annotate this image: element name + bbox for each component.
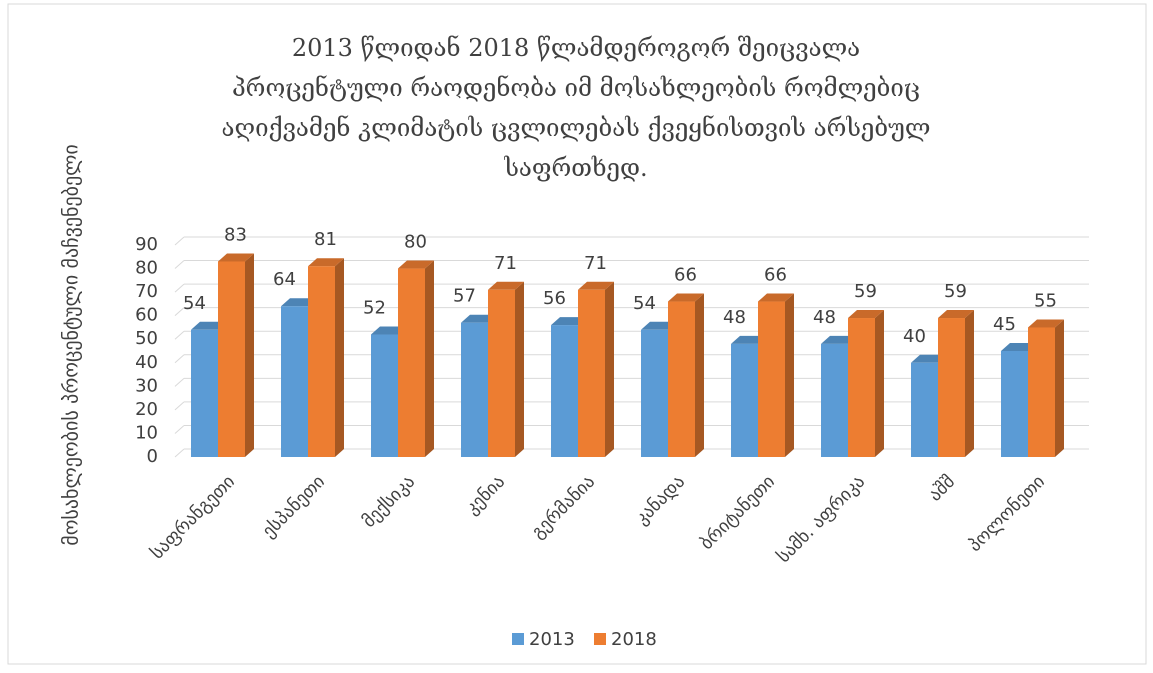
bar-side xyxy=(605,281,614,457)
data-label: 71 xyxy=(584,253,607,274)
y-tick-label: 20 xyxy=(135,399,158,420)
y-tick-label: 30 xyxy=(135,375,158,396)
bar-top xyxy=(308,258,344,267)
bar-side xyxy=(875,310,884,457)
chart-title: 2013 წლიდან 2018 წლამდეროგორ შეიცვალა პრ… xyxy=(221,34,931,182)
bar-top xyxy=(938,310,974,319)
bar xyxy=(488,289,515,457)
data-label: 59 xyxy=(854,281,877,302)
x-tick-label: კანადა xyxy=(631,471,689,529)
legend-label: 2018 xyxy=(611,629,657,650)
bar xyxy=(641,329,668,457)
bar xyxy=(911,362,938,457)
y-tick-label: 40 xyxy=(135,352,158,373)
legend-swatch xyxy=(594,633,606,645)
bar-side xyxy=(785,293,794,457)
x-tick-label: ესპანეთი xyxy=(258,471,329,542)
bar xyxy=(1028,327,1055,457)
data-label: 66 xyxy=(764,265,787,286)
x-tick-label: აშშ xyxy=(925,471,959,505)
bar-side xyxy=(425,260,434,457)
data-label: 66 xyxy=(674,265,697,286)
bar-side xyxy=(245,253,254,457)
bar-side xyxy=(515,281,524,457)
legend-swatch xyxy=(512,633,524,645)
chart-border xyxy=(7,3,1147,665)
bar xyxy=(191,329,218,457)
grid-line-side xyxy=(174,260,185,269)
bar xyxy=(821,343,848,457)
data-label: 54 xyxy=(633,293,656,314)
bar-top xyxy=(488,281,524,290)
data-label: 40 xyxy=(903,326,926,347)
data-label: 71 xyxy=(494,253,517,274)
x-tick-label: მექსიკა xyxy=(358,471,419,532)
bar-top xyxy=(398,260,434,269)
bar xyxy=(371,334,398,457)
x-tick-label: ბრიტანეთი xyxy=(696,471,779,554)
bar-side xyxy=(965,310,974,457)
legend-label: 2013 xyxy=(529,629,575,650)
y-tick-label: 10 xyxy=(135,422,158,443)
bar xyxy=(668,301,695,457)
bar xyxy=(461,322,488,457)
grid-line-side xyxy=(174,425,185,434)
grid-line-side xyxy=(174,236,185,246)
bar-top xyxy=(218,253,254,262)
data-label: 80 xyxy=(404,232,427,253)
bar-side xyxy=(695,293,704,457)
y-tick-label: 0 xyxy=(147,446,158,467)
bar xyxy=(218,261,245,457)
data-label: 81 xyxy=(314,229,337,250)
grid-line-side xyxy=(174,401,185,411)
data-label: 48 xyxy=(813,307,836,328)
data-label: 59 xyxy=(944,281,967,302)
y-tick-label: 70 xyxy=(135,281,158,302)
bar xyxy=(1001,351,1028,457)
x-tick-label: პოლონეთი xyxy=(964,471,1049,556)
y-tick-label: 90 xyxy=(135,234,158,255)
bar xyxy=(938,318,965,457)
bar xyxy=(551,325,578,457)
data-label: 52 xyxy=(363,298,386,319)
data-label: 57 xyxy=(453,286,476,307)
bar xyxy=(398,268,425,457)
bar xyxy=(308,266,335,457)
data-label: 45 xyxy=(993,314,1016,335)
y-tick-label: 50 xyxy=(135,328,158,349)
y-tick-label: 80 xyxy=(135,258,158,279)
bar-top xyxy=(758,293,794,302)
bar xyxy=(758,301,785,457)
grid-line-side xyxy=(174,330,185,340)
bar-side xyxy=(1055,319,1064,457)
y-tick-label: 60 xyxy=(135,305,158,326)
bar-top xyxy=(668,293,704,302)
bar-top xyxy=(1028,319,1064,328)
grid-line-side xyxy=(174,283,185,293)
y-axis-label: მოსახლეობის პროცენტული მაჩვენებელი xyxy=(59,144,83,545)
data-label: 54 xyxy=(183,293,206,314)
data-label: 64 xyxy=(273,269,296,290)
grid-line-side xyxy=(174,377,185,387)
x-tick-label: სამხ. აფრიკა xyxy=(773,471,869,567)
grid-line-side xyxy=(174,448,185,458)
bar-top xyxy=(578,281,614,290)
bar xyxy=(578,289,605,457)
grid-line-side xyxy=(174,354,185,364)
bar xyxy=(281,306,308,457)
data-label: 48 xyxy=(723,307,746,328)
bar-top xyxy=(848,310,884,319)
bar xyxy=(731,343,758,457)
grid-line-side xyxy=(174,307,185,317)
x-tick-label: საფრანგეთი xyxy=(147,471,239,563)
data-label: 55 xyxy=(1034,290,1057,311)
bar xyxy=(848,318,875,457)
x-tick-label: გერმანია xyxy=(527,471,599,543)
data-label: 83 xyxy=(224,224,247,245)
bar-side xyxy=(335,258,344,457)
x-tick-label: კენია xyxy=(462,471,510,519)
data-label: 56 xyxy=(543,288,566,309)
